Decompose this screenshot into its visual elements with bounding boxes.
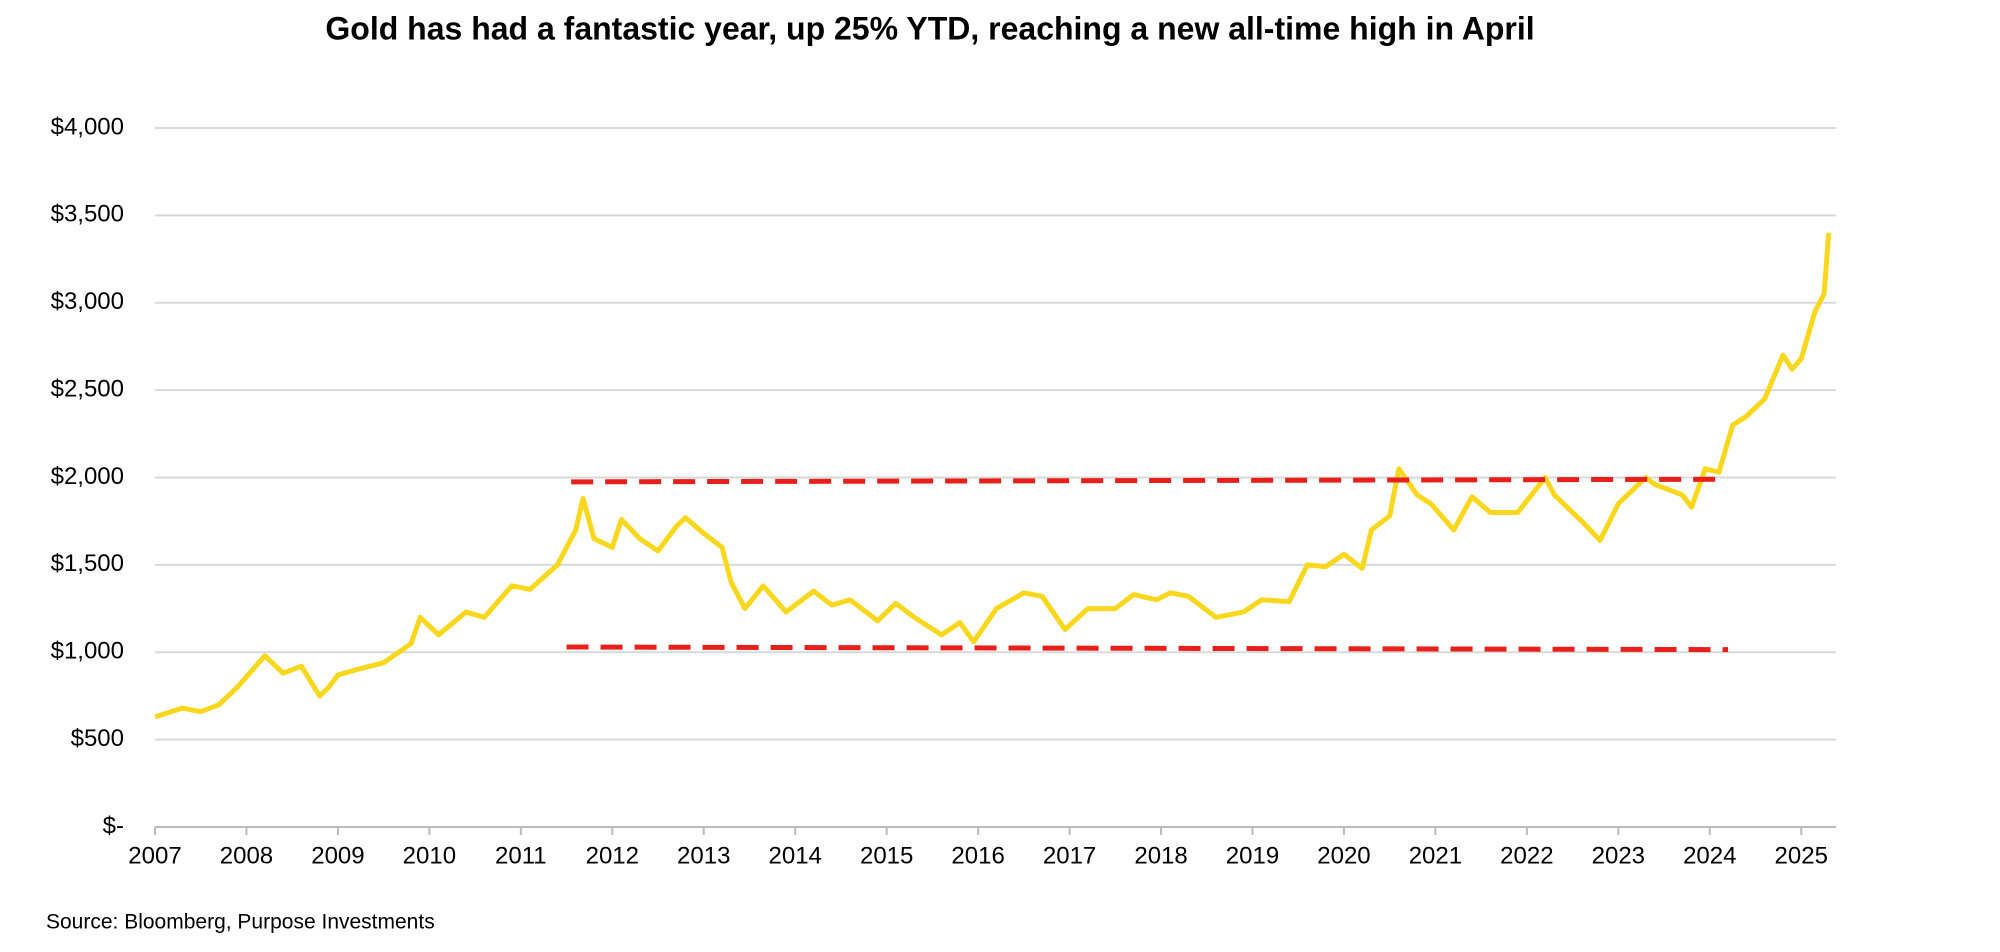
x-tick-label: 2012 — [586, 842, 639, 869]
x-tick-label: 2023 — [1592, 842, 1645, 869]
x-tick-label: 2022 — [1500, 842, 1553, 869]
source-note: Source: Bloomberg, Purpose Investments — [46, 911, 435, 934]
x-tick-label: 2015 — [860, 842, 913, 869]
y-tick-label: $3,500 — [51, 201, 124, 228]
y-tick-label: $4,000 — [51, 113, 124, 140]
y-tick-label: $- — [103, 812, 124, 839]
y-tick-label: $1,000 — [51, 638, 124, 665]
x-tick-label: 2010 — [403, 842, 456, 869]
x-tick-label: 2021 — [1409, 842, 1462, 869]
x-tick-label: 2014 — [769, 842, 822, 869]
x-tick-label: 2008 — [220, 842, 273, 869]
y-tick-label: $1,500 — [51, 550, 124, 577]
x-tick-label: 2020 — [1317, 842, 1370, 869]
x-tick-label: 2017 — [1043, 842, 1096, 869]
x-tick-label: 2016 — [951, 842, 1004, 869]
y-tick-label: $500 — [71, 725, 124, 752]
x-tick-label: 2024 — [1683, 842, 1736, 869]
y-tick-label: $2,500 — [51, 375, 124, 402]
data-line — [154, 232, 1832, 720]
chart-title: Gold has had a fantastic year, up 25% YT… — [325, 10, 1534, 46]
x-tick-label: 2019 — [1226, 842, 1279, 869]
x-tick-label: 2007 — [128, 842, 181, 869]
y-tick-label: $2,000 — [51, 463, 124, 490]
x-tick-label: 2025 — [1775, 842, 1828, 869]
trend-line — [571, 476, 1728, 485]
y-tick-label: $3,000 — [51, 288, 124, 315]
x-tick-label: 2013 — [677, 842, 730, 869]
x-tick-label: 2018 — [1134, 842, 1187, 869]
trend-line — [566, 644, 1729, 653]
x-tick-label: 2011 — [495, 842, 547, 869]
x-tick-label: 2009 — [311, 842, 364, 869]
